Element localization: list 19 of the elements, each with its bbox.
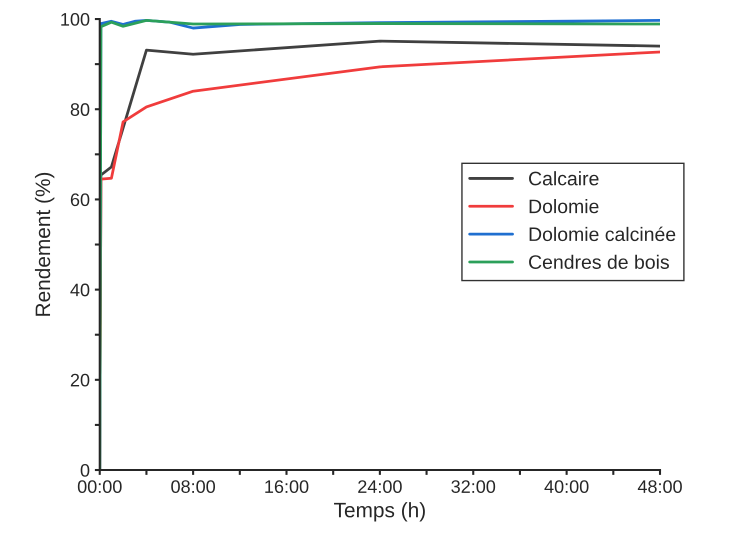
- x-tick-label: 40:00: [544, 480, 589, 493]
- y-tick-label: 60: [70, 193, 90, 206]
- x-tick-label: 08:00: [171, 480, 216, 493]
- legend-label: Cendres de bois: [529, 254, 669, 269]
- x-tick-label: 00:00: [78, 480, 122, 493]
- legend-label: Dolomie calcinée: [530, 226, 676, 242]
- y-tick-label: 100: [61, 12, 90, 26]
- legend-label: Dolomie: [530, 198, 599, 214]
- x-tick-label: 24:00: [358, 480, 402, 493]
- legend-label: Calcaire: [529, 171, 599, 186]
- x-tick-label: 32:00: [451, 480, 496, 493]
- x-tick-label: 16:00: [265, 480, 308, 493]
- y-axis-title: Rendement (%): [34, 172, 54, 316]
- y-tick-label: 40: [70, 284, 90, 296]
- x-tick-label: 48:00: [638, 480, 682, 493]
- y-tick-label: 20: [70, 374, 90, 387]
- x-axis-title: Temps (h): [334, 502, 425, 522]
- y-tick-label: 80: [70, 103, 90, 116]
- y-tick-label: 0: [80, 464, 90, 477]
